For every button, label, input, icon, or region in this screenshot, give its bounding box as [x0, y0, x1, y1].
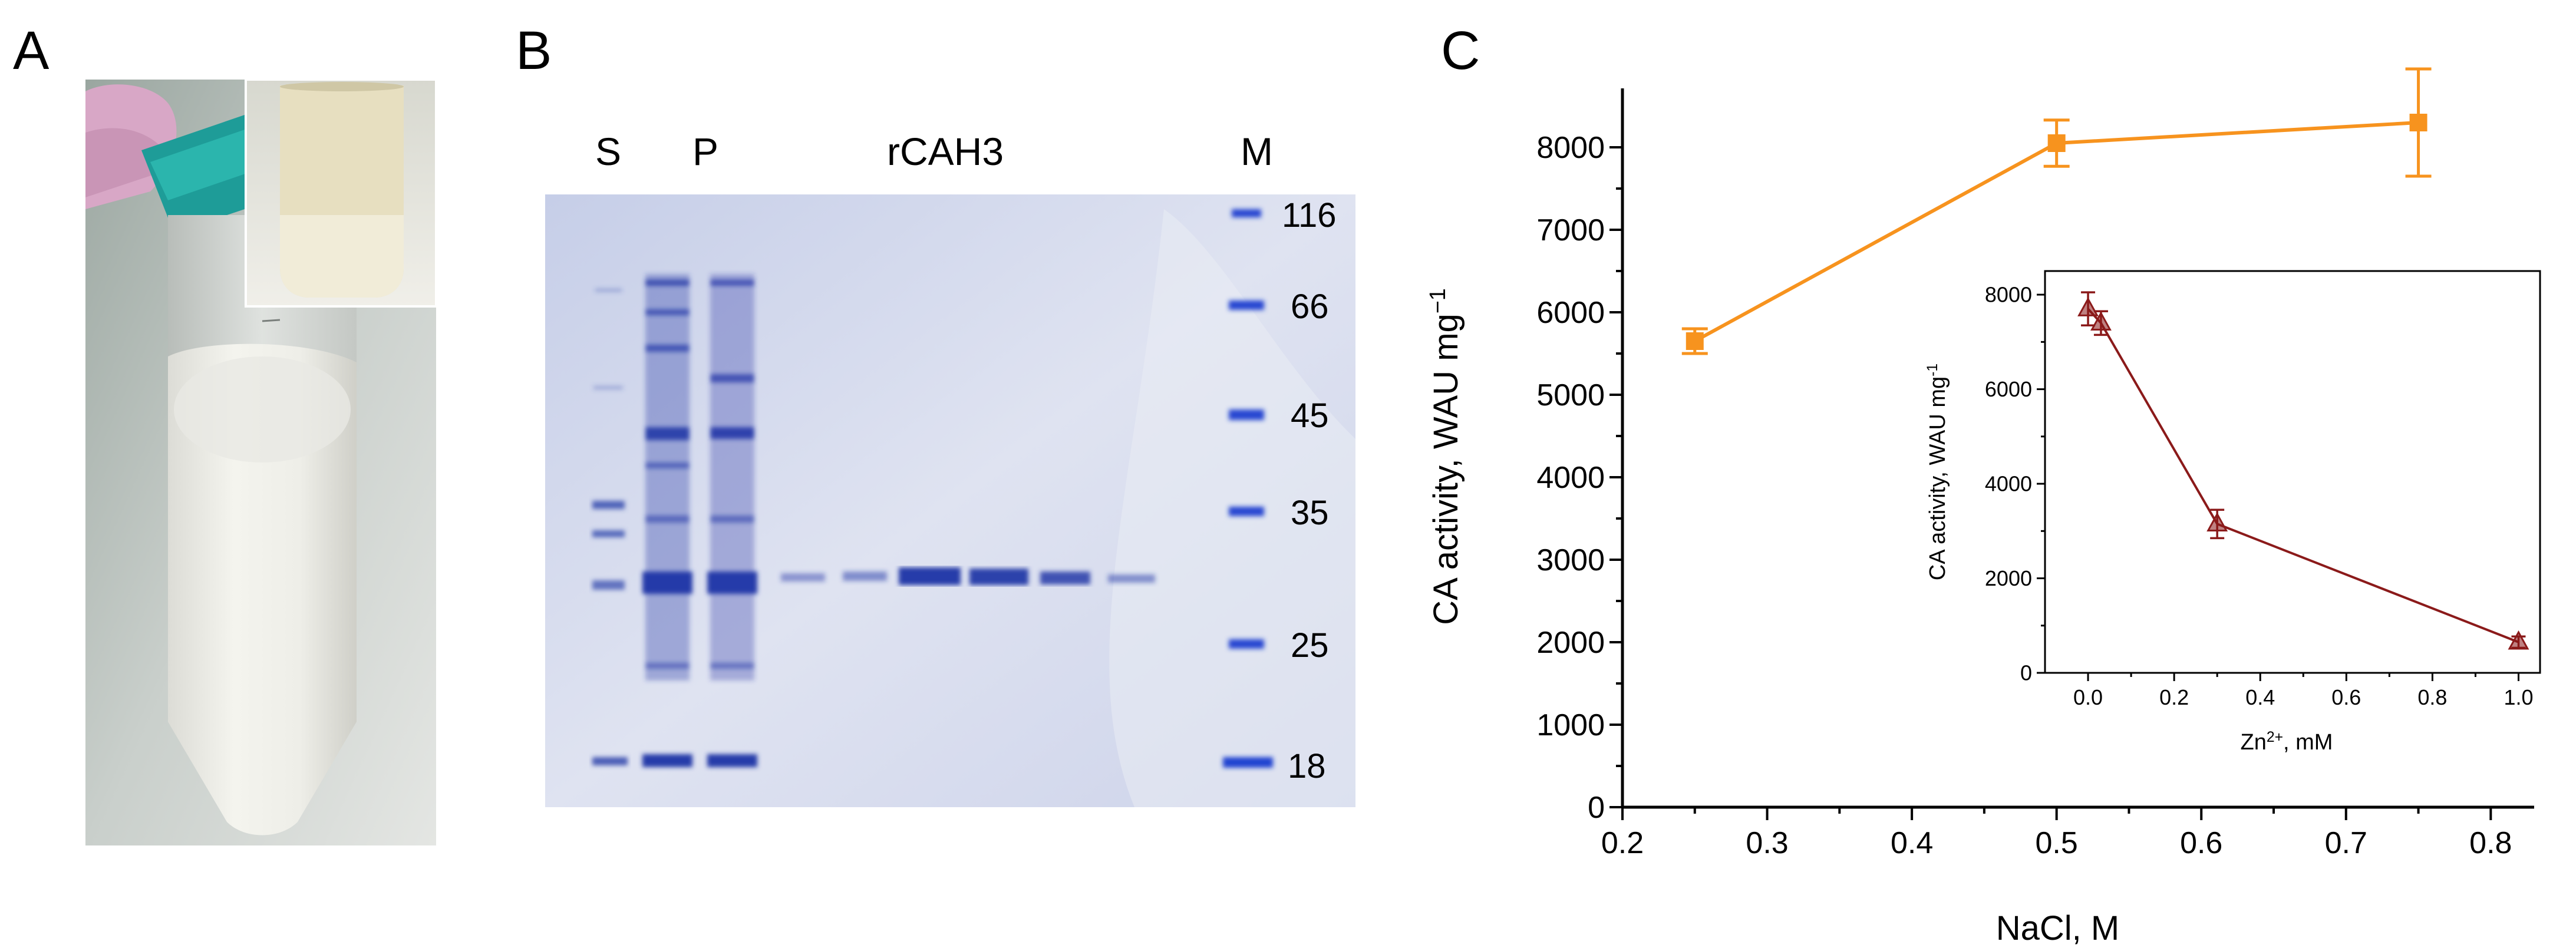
- inset-xtick-label-0: 0.0: [2073, 685, 2103, 709]
- main-point-1: [2047, 134, 2066, 152]
- main-ytick-label-4: 4000: [1536, 461, 1605, 495]
- lane-label-rcah3: rCAH3: [887, 133, 1004, 173]
- inset-point-0: [2077, 297, 2099, 316]
- inset-point-1: [2090, 311, 2112, 331]
- panel-label-a: A: [13, 21, 50, 81]
- inset-xtick-label-3: 0.6: [2331, 685, 2361, 709]
- main-ytick-label-2: 2000: [1536, 626, 1605, 660]
- main-ytick-label-5: 5000: [1536, 378, 1605, 412]
- inset-ytick-label-2: 4000: [1985, 472, 2032, 496]
- main-ytick-label-3: 3000: [1536, 543, 1605, 577]
- mw-label-66: 66: [1291, 288, 1329, 326]
- mw-label-35: 35: [1291, 494, 1329, 532]
- panel-label-c: C: [1441, 21, 1480, 81]
- inset-point-2: [2206, 512, 2228, 531]
- inset-ytick-label-4: 8000: [1985, 283, 2032, 307]
- main-xtick-label-4: 0.6: [2180, 826, 2222, 860]
- inset-ytick-label-0: 0: [2020, 661, 2032, 685]
- main-xlabel: NaCl, M: [1996, 909, 2119, 947]
- sds-page-gel: S P rCAH3 M 116 66 45 35 25 18: [545, 133, 1355, 807]
- mw-label-25: 25: [1291, 626, 1329, 665]
- inset-plot: 0 2000 4000 6000 8000 0.0 0.2 0.4 0.6 0.8 1.0 Zn2+,…: [1925, 270, 2541, 755]
- inset-series-line: [2087, 308, 2519, 643]
- panel-label-b: B: [516, 21, 552, 81]
- lane-label-s: S: [595, 133, 621, 173]
- inset-ytick-label-1: 2000: [1985, 566, 2032, 590]
- lane-label-p: P: [692, 133, 718, 173]
- main-xtick-label-5: 0.7: [2325, 826, 2367, 860]
- main-plot: 0 1000 2000 3000 4000 5000 6000 7000 8000 0.2 0.3 0…: [1425, 67, 2534, 947]
- main-ytick-label-1: 1000: [1536, 708, 1605, 742]
- mw-label-45: 45: [1291, 397, 1329, 435]
- inset-xtick-label-4: 0.8: [2417, 685, 2447, 709]
- main-ytick-label-0: 0: [1588, 791, 1605, 825]
- lane-label-m: M: [1241, 133, 1273, 173]
- main-ylabel: CA activity, WAU mg−1: [1425, 288, 1465, 625]
- main-xtick-label-2: 0.4: [1891, 826, 1933, 860]
- main-point-2: [2409, 114, 2427, 131]
- mw-label-116: 116: [1282, 196, 1336, 234]
- mw-label-18: 18: [1288, 747, 1326, 785]
- main-ytick-label-8: 8000: [1536, 131, 1605, 165]
- main-ytick-label-7: 7000: [1536, 213, 1605, 247]
- inset-xlabel: Zn2+, mM: [2241, 729, 2333, 755]
- main-xtick-label-1: 0.3: [1746, 826, 1788, 860]
- main-xtick-label-0: 0.2: [1601, 826, 1644, 860]
- main-point-0: [1686, 332, 1704, 350]
- inset-ylabel: CA activity, WAU mg-1: [1925, 364, 1951, 580]
- main-ytick-label-6: 6000: [1536, 296, 1605, 330]
- inset-point-3: [2508, 630, 2529, 650]
- inset-xtick-label-1: 0.2: [2159, 685, 2189, 709]
- main-xtick-label-6: 0.8: [2469, 826, 2512, 860]
- main-xtick-label-3: 0.5: [2036, 826, 2078, 860]
- inset-xtick-label-2: 0.4: [2245, 685, 2275, 709]
- tube-photo: [85, 80, 436, 845]
- inset-ytick-label-3: 6000: [1985, 377, 2032, 401]
- inset-frame: [2044, 270, 2541, 674]
- inset-xtick-label-5: 1.0: [2504, 685, 2533, 709]
